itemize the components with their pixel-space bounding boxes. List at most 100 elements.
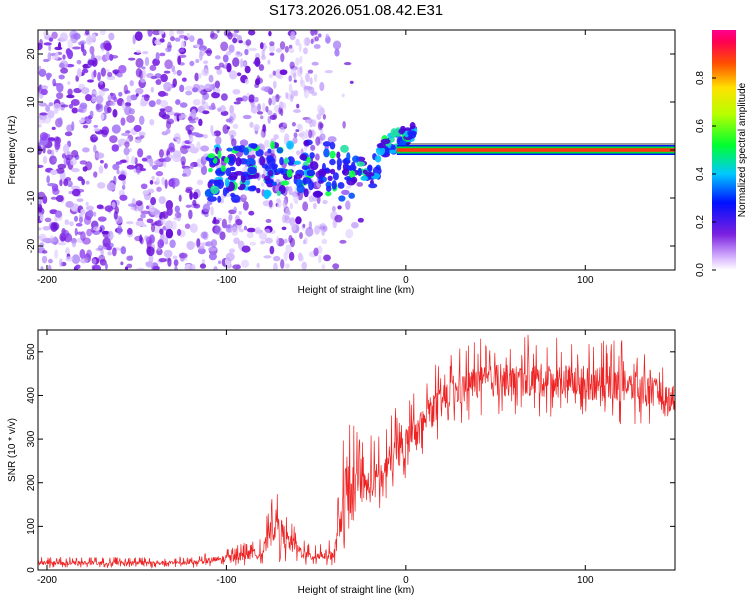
spectrogram-cell	[207, 153, 216, 159]
spectrogram-cell	[291, 122, 296, 127]
spectrogram-cell	[273, 80, 277, 89]
spectrogram-cell	[224, 156, 230, 164]
spectrogram-cell	[113, 210, 118, 220]
spectrogram-cell	[39, 39, 43, 47]
spectrogram-cell	[95, 152, 105, 159]
snr-y-tick-label: 500	[26, 343, 37, 360]
snr-x-tick-label: -100	[216, 575, 236, 586]
spectrogram-cell	[142, 50, 149, 55]
spectrogram-cell	[65, 247, 70, 256]
spectrogram-cell	[288, 44, 293, 49]
spectrogram-cell	[198, 118, 203, 127]
spectrogram-cell	[317, 104, 323, 115]
spectrogram-cell	[180, 40, 185, 49]
snr-y-tick-label: 400	[26, 387, 37, 404]
spectrogram-cell	[208, 179, 216, 184]
spectrogram-cell	[299, 255, 304, 262]
spectrogram-cell	[48, 44, 52, 52]
spectrogram-cell	[275, 48, 282, 53]
spectrogram-cell	[180, 156, 186, 166]
spectrogram-cell	[152, 209, 161, 218]
spectrogram-cell	[158, 148, 164, 158]
spectrogram-cell	[184, 223, 191, 229]
spectrogram-cell	[351, 221, 359, 229]
spectrogram-cell	[155, 79, 162, 85]
spectrogram-cell	[38, 235, 44, 240]
spectrogram-cell	[172, 153, 182, 163]
spectrogram-cell	[241, 171, 250, 177]
spectrogram-cell	[158, 258, 167, 263]
spectrogram-cell	[93, 171, 98, 178]
spectrogram-cell	[167, 257, 172, 267]
spectrogram-cell	[269, 114, 277, 121]
spectrogram-cell	[87, 209, 94, 219]
spectrogram-cell	[321, 264, 326, 270]
spectrogram-cell	[95, 102, 104, 113]
spectrogram-cell	[126, 263, 133, 269]
spectrogram-cell	[75, 264, 81, 270]
spectrogram-cell	[189, 60, 195, 67]
snr-x-tick-label: 0	[403, 575, 409, 586]
spectrogram-cell	[72, 46, 81, 50]
spectrogram-cell	[71, 168, 80, 173]
spectrogram-cell	[255, 149, 264, 157]
spectrogram-cell	[179, 102, 188, 108]
spectrogram-cell	[224, 177, 230, 188]
spectrogram-cell	[272, 70, 276, 76]
spectrogram-cell	[264, 175, 271, 182]
spectrogram-cell	[299, 65, 303, 74]
spectrogram-cell	[293, 173, 303, 180]
spectrogram-cell	[199, 263, 207, 269]
spectrogram-y-tick-label: -20	[26, 238, 37, 253]
spectrogram-cell	[268, 30, 272, 37]
colorbar-tick-label: 0.4	[695, 167, 706, 181]
spectrogram-cell	[192, 242, 196, 248]
spectrogram-cell	[80, 208, 86, 215]
spectrogram-cell	[260, 240, 266, 245]
spectrogram-cell	[60, 67, 69, 74]
spectrogram-cell	[286, 169, 293, 178]
spectrogram-cell	[303, 89, 309, 99]
spectrogram-cell	[319, 81, 325, 92]
spectrogram-cell	[210, 124, 214, 135]
spectrogram-cell	[233, 237, 240, 245]
spectrogram-cell	[248, 94, 255, 103]
spectrogram-cell	[125, 154, 130, 164]
colorbar-ticks: 0.0 0.2 0.4 0.6 0.8	[695, 71, 716, 277]
spectrogram-cell	[307, 69, 314, 74]
spectrogram-cell	[190, 132, 200, 136]
spectrogram-cell	[236, 72, 242, 77]
spectrogram-cell	[214, 225, 222, 235]
spectrogram-cell	[62, 54, 66, 60]
spectrogram-cell	[206, 48, 212, 57]
colorbar: 0.0 0.2 0.4 0.6 0.8 Normalized spectral ampl…	[695, 30, 748, 277]
spectrogram-cell	[230, 194, 241, 203]
spectrogram-cell	[300, 79, 306, 88]
spectrogram-cell	[47, 149, 52, 155]
spectrogram-cell	[321, 238, 328, 245]
spectrogram-cell	[340, 144, 349, 153]
spectrogram-cell	[208, 247, 217, 252]
spectrogram-cell	[165, 128, 171, 134]
colorbar-tick-label: 0.8	[695, 71, 706, 85]
spectrogram-cell	[244, 48, 249, 56]
spectrogram-cell	[310, 30, 315, 36]
spectrogram-cell	[200, 145, 210, 152]
spectrogram-cell	[129, 80, 134, 87]
spectrogram-cell	[286, 156, 295, 166]
spectrogram-cell	[104, 263, 108, 270]
spectrogram-cell	[181, 77, 187, 82]
spectrogram-cell	[329, 141, 336, 150]
spectrogram-cell	[38, 102, 47, 107]
spectrogram-cell	[91, 136, 99, 142]
spectrogram-cell	[264, 228, 271, 234]
spectrogram-cell	[164, 220, 174, 230]
spectrogram-cell	[308, 195, 314, 203]
spectrogram-cell	[54, 140, 61, 151]
spectrogram-cell	[239, 183, 246, 190]
spectrogram-cell	[78, 216, 84, 224]
spectrogram-cell	[322, 199, 328, 205]
spectrogram-cell	[303, 139, 310, 147]
spectrogram-cell	[248, 47, 258, 52]
